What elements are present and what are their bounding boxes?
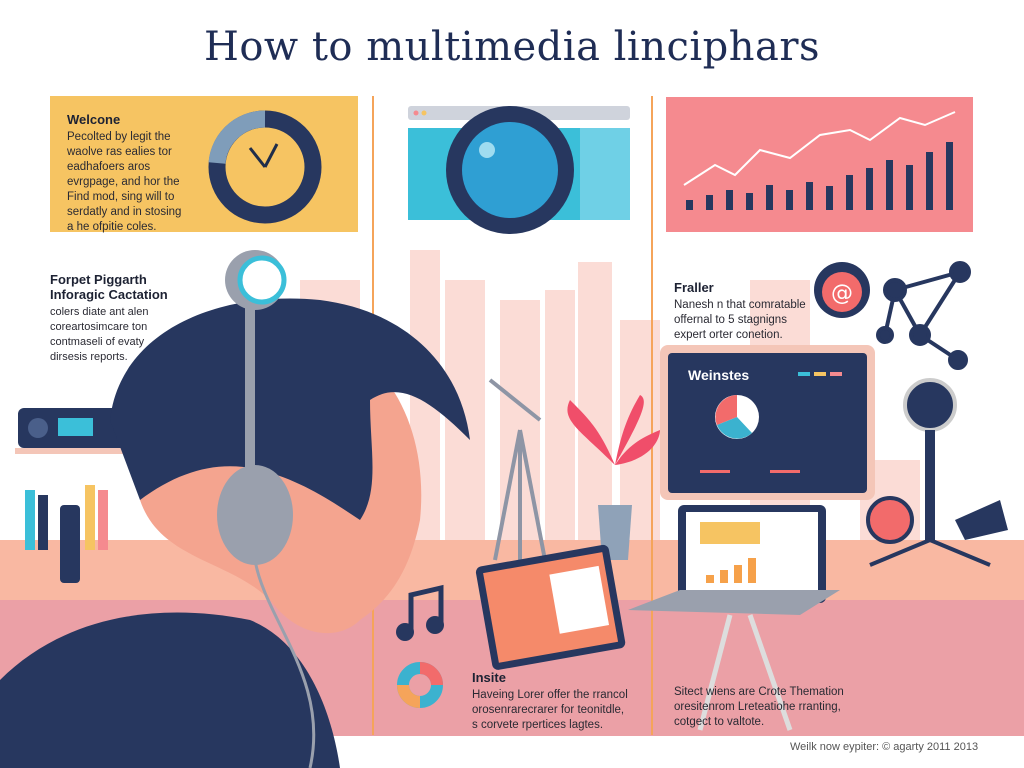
network-icon (876, 261, 971, 370)
left-body: colers diate ant alen coreartosimcare to… (50, 306, 149, 363)
bottom-right-text-block: Sitect wiens are Crote Themation oresite… (674, 685, 864, 730)
welcome-text-block: Welcone Pecolted by legit the waolve ras… (67, 112, 187, 235)
right-body: Nanesh n that comratable offernal to 5 s… (674, 299, 806, 341)
left-heading-line2: Inforagic Cactation (50, 287, 168, 302)
tablet (475, 544, 626, 670)
left-heading-line1: Forpet Piggarth (50, 272, 147, 287)
welcome-heading: Welcone (67, 112, 121, 127)
donut-chart-icon (397, 662, 443, 708)
left-text-block: Forpet Piggarth Inforagic Cactation cole… (50, 272, 175, 365)
laptop (628, 505, 840, 731)
music-note-icon (396, 584, 444, 641)
right-heading: Fraller (674, 280, 714, 295)
footer-credit: Weilk now eypiter: © agarty 2011 2013 (790, 741, 979, 753)
bottom-left-text-block: Insite Haveing Lorer offer the rrancol o… (472, 670, 632, 733)
clock-donut-icon (208, 110, 322, 224)
camera-lens-icon (408, 106, 630, 234)
svg-text:@: @ (831, 281, 853, 306)
bottom-right-body: Sitect wiens are Crote Themation oresite… (674, 686, 844, 728)
bookshelf (15, 408, 140, 583)
welcome-body: Pecolted by legit the waolve ras ealies … (67, 131, 182, 233)
microphone-stand (866, 378, 1008, 567)
chart-panel (666, 97, 973, 232)
trend-line (683, 111, 956, 186)
person-with-headphones (0, 250, 470, 768)
monitor (660, 345, 875, 500)
monitor-title: Weinstes (688, 367, 750, 383)
bar-line-chart-icon (686, 142, 953, 210)
page-title: How to multimedia linciphars (203, 24, 821, 70)
right-text-block: Fraller Nanesh n that comratable offerna… (674, 280, 814, 343)
tripod (488, 378, 547, 561)
at-sign-icon: @ (814, 262, 870, 318)
bottom-left-body: Haveing Lorer offer the rrancol orosenra… (472, 689, 628, 731)
bottom-left-heading: Insite (472, 670, 506, 685)
